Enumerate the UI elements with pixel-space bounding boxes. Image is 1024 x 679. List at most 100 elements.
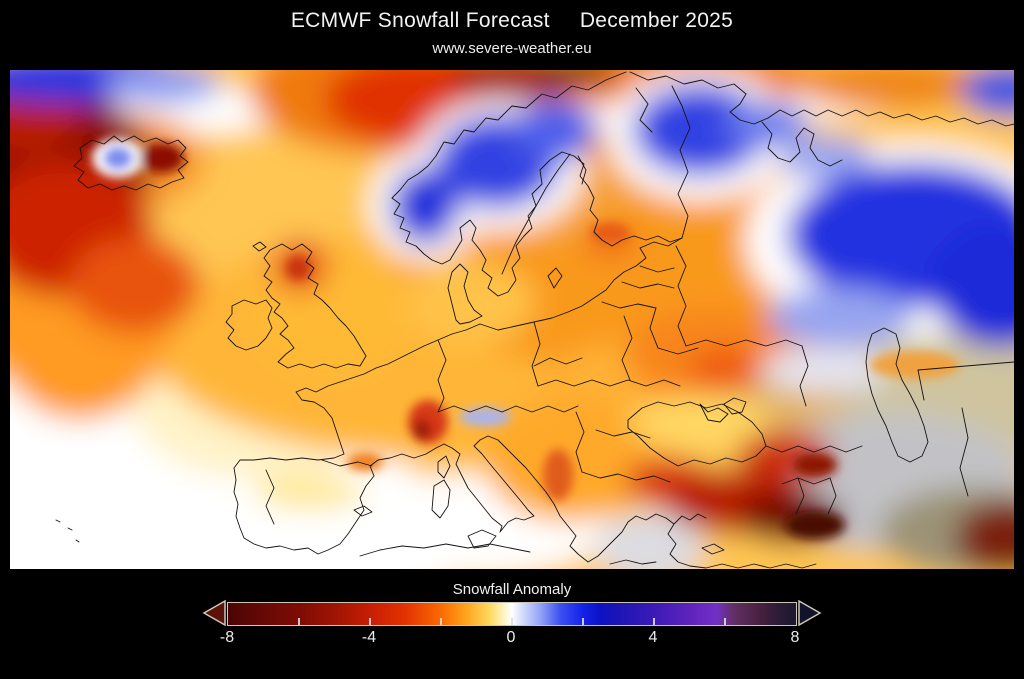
border-path [765,445,863,453]
border-path [799,345,809,407]
border-path [531,321,541,387]
page-title: ECMWF Snowfall Forecast December 2025 [0,9,1024,33]
anomaly-blob [413,420,431,440]
anomaly-blob [768,287,912,347]
border-path [827,477,837,515]
border-path [595,429,651,439]
border-path [501,153,571,275]
anomaly-blob [405,260,535,344]
border-path [601,301,657,309]
colorbar-minor-tick [724,618,726,625]
colorbar-tick-labels: -8 -4 0 4 8 [220,629,800,649]
anomaly-blob [543,449,573,501]
colorbar-right-arrow-icon [798,600,822,626]
source-url: www.severe-weather.eu [432,40,592,57]
border-path [515,405,579,413]
anomaly-blob [779,136,871,180]
colorbar-tick-label: -8 [219,629,235,646]
anomaly-blob [630,394,770,450]
border-path [467,529,497,549]
border-path [73,135,189,191]
border-path [781,477,831,485]
border-path [795,477,805,515]
anomaly-blob [687,348,763,392]
anomaly-blob [785,511,845,539]
anomaly-blob [70,237,200,333]
border-path [577,155,587,185]
border-path [437,455,451,479]
title-text: ECMWF Snowfall Forecast [290,9,550,32]
border-path [675,245,687,347]
anomaly-blob [255,474,365,510]
border-path [437,405,517,413]
colorbar-tick-label: -4 [361,629,377,646]
anomaly-blob [513,99,597,161]
anomaly-blob [140,143,184,173]
border-path [621,315,633,381]
colorbar-title: Snowfall Anomaly [452,581,572,598]
colorbar-tick-label: 4 [648,629,658,646]
border-path [635,87,653,133]
anomaly-blob [391,168,459,244]
colorbar-minor-tick [369,618,371,625]
anomaly-blob [930,223,1014,347]
border-path [609,379,681,387]
border-path [699,403,729,423]
europe-anomaly-map [10,70,1014,569]
border-path [55,519,80,543]
colorbar-minor-tick [653,618,655,625]
border-path [627,401,767,467]
border-path [701,543,725,555]
border-path [761,121,843,167]
colorbar-tick-label: 8 [790,629,800,646]
colorbar-minor-tick [298,618,300,625]
border-path [657,347,699,355]
border-path [959,407,969,497]
anomaly-blob [595,512,705,569]
anomaly-blob [795,70,985,110]
colorbar-minor-tick [582,618,584,625]
anomaly-blob [960,70,1014,117]
border-path [723,397,747,415]
border-path [917,369,925,401]
border-path [265,469,275,525]
anomaly-blob [103,146,133,170]
anomaly-blob [760,348,890,392]
anomaly-blob [533,70,617,83]
border-path [233,323,817,569]
country-borders [55,71,1014,569]
border-path [581,471,671,483]
colorbar-minor-tick [440,618,442,625]
border-path [917,361,1014,371]
anomaly-blob [870,351,960,379]
anomaly-blob [793,453,837,477]
border-path [639,265,675,273]
border-path [865,327,929,463]
border-path [671,85,691,239]
border-path [673,513,707,525]
anomaly-blob [633,84,767,176]
anomaly-blob [347,453,383,471]
anomaly-field-detail [92,138,960,539]
border-path [685,339,803,347]
border-path [479,237,683,331]
border-path [533,357,583,367]
border-path [537,379,611,387]
border-path [629,71,1014,127]
border-path [391,71,683,297]
border-path [609,559,657,565]
border-path [447,263,483,325]
border-path [225,299,273,351]
border-path [437,339,447,413]
border-path [359,543,531,557]
border-path [321,459,373,467]
colorbar-minor-tick [511,618,513,625]
border-path [547,267,563,289]
anomaly-blob [955,500,1014,569]
anomaly-blob [104,70,220,104]
border-path [649,307,659,349]
colorbar-left-arrow-icon [202,600,226,626]
border-path [252,241,267,252]
anomaly-field [10,70,1014,569]
